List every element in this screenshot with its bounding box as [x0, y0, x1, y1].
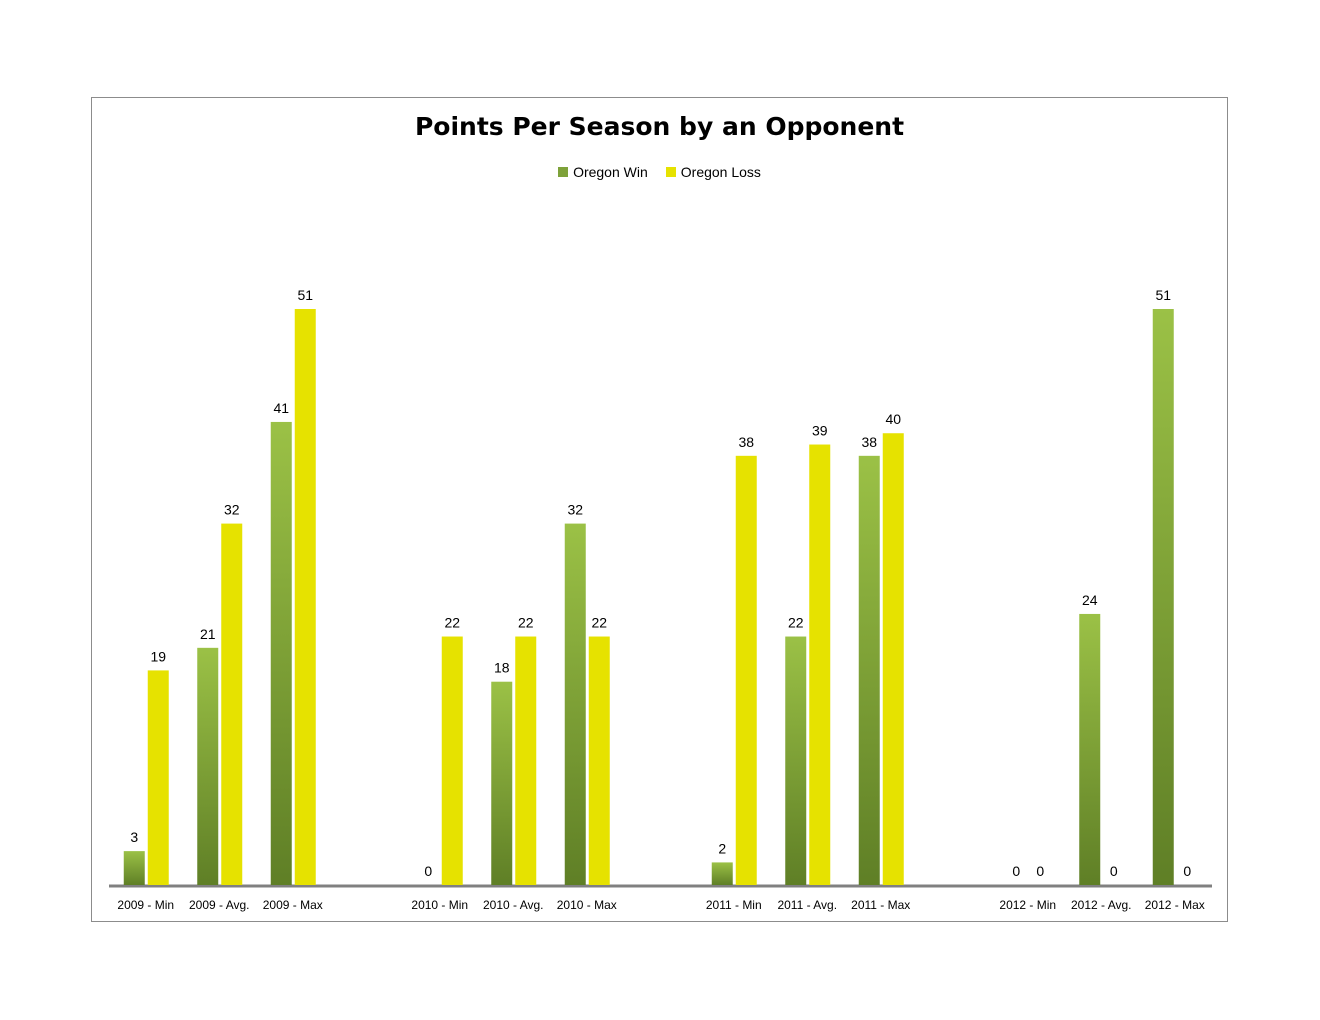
bar-oregon-win — [564, 523, 586, 885]
data-label-win: 24 — [1082, 592, 1098, 608]
bar-oregon-loss — [441, 636, 463, 885]
data-label-loss: 40 — [885, 411, 901, 427]
data-label-loss: 22 — [444, 615, 460, 631]
bar-oregon-loss — [294, 309, 316, 885]
legend: Oregon Win Oregon Loss — [92, 164, 1227, 180]
bar-oregon-loss — [515, 636, 537, 885]
data-label-win: 18 — [494, 660, 510, 676]
data-label-loss: 32 — [224, 502, 240, 518]
data-label-loss: 22 — [518, 615, 534, 631]
legend-swatch-loss — [665, 167, 676, 177]
data-label-win: 41 — [273, 400, 289, 416]
x-tick-label: 2009 - Avg. — [189, 898, 250, 912]
data-label-loss: 39 — [812, 423, 828, 439]
legend-label-loss: Oregon Loss — [680, 164, 761, 180]
bar-oregon-win — [711, 862, 733, 885]
bar-oregon-win — [491, 681, 513, 885]
legend-label-win: Oregon Win — [573, 164, 648, 180]
chart-title: Points Per Season by an Opponent — [414, 112, 905, 141]
bar-oregon-win — [123, 851, 145, 885]
x-tick-label: 2011 - Max — [851, 898, 910, 912]
legend-item-loss: Oregon Loss — [665, 164, 761, 180]
x-tick-label: 2009 - Max — [263, 898, 323, 912]
x-tick-label: 2012 - Min — [999, 898, 1056, 912]
x-tick-label: 2010 - Min — [411, 898, 468, 912]
bar-oregon-win — [270, 421, 292, 885]
data-label-loss: 22 — [591, 615, 607, 631]
x-tick-label: 2009 - Min — [117, 898, 174, 912]
data-label-loss: 0 — [1110, 863, 1118, 879]
data-label-loss: 51 — [297, 287, 313, 303]
bar-oregon-loss — [588, 636, 610, 885]
data-label-win: 38 — [861, 434, 877, 450]
bar-oregon-win — [785, 636, 807, 885]
bar-oregon-win — [1152, 309, 1174, 885]
bar-chart-plot: 2009 - Min 3 19 2009 - Avg. 21 32 2009 - Max 41… — [109, 287, 1212, 912]
data-label-win: 22 — [788, 615, 804, 631]
data-label-win: 51 — [1155, 287, 1171, 303]
x-tick-label: 2010 - Avg. — [483, 898, 544, 912]
bar-oregon-win — [858, 455, 880, 885]
data-label-loss: 0 — [1183, 863, 1191, 879]
x-tick-label: 2010 - Max — [557, 898, 617, 912]
data-label-win: 2 — [718, 840, 726, 856]
chart-frame: Points Per Season by an Opponent Oregon … — [91, 97, 1228, 922]
legend-swatch-win — [558, 167, 569, 177]
bar-oregon-loss — [735, 455, 757, 885]
x-tick-label: 2012 - Max — [1145, 898, 1205, 912]
data-label-win: 21 — [200, 626, 216, 642]
bar-oregon-loss — [147, 670, 169, 885]
bar-oregon-loss — [221, 523, 243, 885]
bar-oregon-loss — [809, 444, 831, 885]
data-label-win: 0 — [424, 863, 432, 879]
x-tick-label: 2011 - Avg. — [777, 898, 837, 912]
bar-oregon-win — [1079, 613, 1101, 885]
data-label-win: 32 — [567, 502, 583, 518]
legend-item-win: Oregon Win — [558, 164, 648, 180]
data-label-win: 0 — [1012, 863, 1020, 879]
data-label-loss: 19 — [150, 648, 166, 664]
data-label-loss: 0 — [1036, 863, 1044, 879]
bar-oregon-loss — [882, 433, 904, 885]
x-tick-label: 2011 - Min — [706, 898, 762, 912]
bar-oregon-win — [197, 647, 219, 885]
x-tick-label: 2012 - Avg. — [1071, 898, 1132, 912]
data-label-win: 3 — [130, 829, 138, 845]
data-label-loss: 38 — [738, 434, 754, 450]
